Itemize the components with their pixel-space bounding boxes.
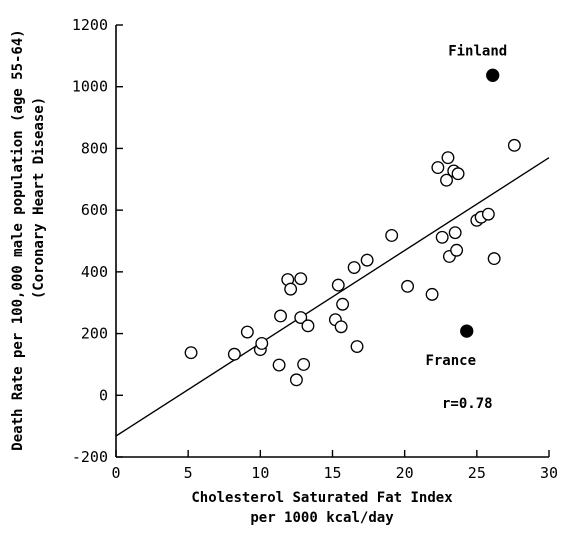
data-point (289, 373, 303, 387)
x-tick-label: 0 (111, 464, 120, 482)
data-point (274, 309, 287, 323)
data-point (431, 161, 445, 175)
annotation-france: France (425, 353, 476, 369)
y-tick-label: -200 (72, 448, 108, 466)
x-tick-label: 10 (251, 464, 269, 482)
y-tick-label: 400 (81, 263, 108, 281)
data-point (507, 138, 521, 152)
data-point (451, 167, 465, 181)
x-tick-label: 25 (468, 464, 486, 482)
data-point (331, 278, 345, 292)
x-tick-label: 5 (184, 464, 193, 482)
data-point (440, 173, 453, 187)
data-point (297, 357, 311, 371)
data-points (184, 68, 521, 387)
data-point (336, 297, 350, 311)
data-point (272, 358, 286, 372)
data-point (487, 252, 501, 266)
data-point (350, 340, 364, 353)
data-point (301, 319, 315, 333)
y-tick-label: 0 (99, 386, 108, 404)
y-tick-label: 200 (81, 325, 108, 343)
annotation-finland: Finland (448, 43, 507, 59)
y-tick-label: 800 (81, 139, 108, 157)
data-point (334, 320, 348, 334)
highlighted-data-point (486, 68, 500, 82)
data-point (284, 282, 298, 296)
data-point (227, 347, 241, 361)
y-tick-label: 1200 (72, 16, 108, 34)
highlighted-data-point (460, 324, 474, 338)
data-point (450, 243, 464, 257)
data-point (481, 207, 495, 221)
annotation-correlation: r=0.78 (442, 396, 493, 412)
data-point (294, 311, 308, 324)
y-axis-title: Death Rate per 100,000 male population (… (10, 29, 26, 450)
data-point (240, 325, 254, 339)
y-tick-label: 600 (81, 201, 108, 219)
x-tick-label: 15 (323, 464, 341, 482)
data-point (448, 226, 462, 240)
data-point (360, 253, 374, 267)
regression-line (115, 157, 550, 437)
x-tick-label: 20 (396, 464, 414, 482)
data-point (425, 287, 439, 301)
data-point (435, 230, 449, 244)
data-point (184, 346, 198, 360)
data-point (401, 279, 415, 293)
data-point (347, 261, 361, 274)
data-point (385, 228, 399, 242)
x-axis-subtitle: per 1000 kcal/day (250, 510, 394, 526)
x-tick-label: 30 (540, 464, 558, 482)
data-point (294, 272, 308, 286)
data-point (441, 151, 455, 165)
y-tick-label: 1000 (72, 78, 108, 96)
y-axis-subtitle: (Coronary Heart Disease) (31, 97, 47, 299)
data-point (255, 336, 269, 350)
x-axis-title: Cholesterol Saturated Fat Index (191, 490, 453, 506)
